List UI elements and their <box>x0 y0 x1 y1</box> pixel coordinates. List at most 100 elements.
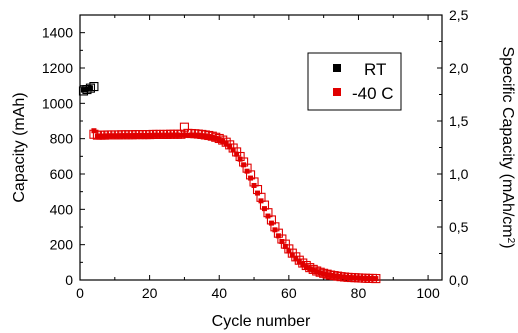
data-point-filled-minus40c <box>185 132 191 138</box>
data-point-filled-minus40c <box>303 264 309 270</box>
data-point-filled-minus40c <box>133 132 139 138</box>
y-axis-left-title: Capacity (mAh) <box>11 92 28 202</box>
legend-marker-rt <box>333 64 341 72</box>
x-tick-label: 100 <box>416 285 440 301</box>
data-point-filled-minus40c <box>366 275 372 281</box>
data-point-filled-minus40c <box>91 128 97 134</box>
y-right-tick-label: 1,0 <box>449 166 469 182</box>
data-point-filled-minus40c <box>255 190 261 196</box>
data-point-filled-minus40c <box>150 132 156 138</box>
data-point-filled-minus40c <box>112 133 118 139</box>
y-axis-right-title-main: Specific Capacity (mAh/cm <box>499 46 516 237</box>
data-point-filled-minus40c <box>154 132 160 138</box>
data-point-filled-minus40c <box>286 248 292 254</box>
data-point-filled-minus40c <box>213 135 219 141</box>
data-point-filled-minus40c <box>300 261 306 267</box>
data-point-filled-minus40c <box>105 133 111 139</box>
data-point-filled-minus40c <box>195 132 201 138</box>
legend-label-rt: RT <box>364 60 386 79</box>
legend-label-minus40c: -40 C <box>352 84 394 103</box>
data-point-filled-minus40c <box>248 175 254 181</box>
legend-marker-minus40c <box>333 88 341 96</box>
data-point-filled-minus40c <box>317 270 323 276</box>
y-axis-right-title: Specific Capacity (mAh/cm2) <box>499 46 517 248</box>
data-point-filled-minus40c <box>338 274 344 280</box>
y-axis-right-title-close: ) <box>499 243 516 248</box>
x-tick-label: 80 <box>351 285 367 301</box>
data-point-filled-minus40c <box>230 147 236 153</box>
y-right-tick-label: 0,0 <box>449 272 469 288</box>
data-point-filled-minus40c <box>202 133 208 139</box>
y-right-tick-label: 2,5 <box>449 7 469 23</box>
y-axis-right-title-superscript: 2 <box>506 238 517 244</box>
y-right-tick-label: 0,5 <box>449 219 469 235</box>
x-tick-label: 40 <box>211 285 227 301</box>
data-point-filled-minus40c <box>342 274 348 280</box>
data-point-filled-minus40c <box>188 132 194 138</box>
data-point-filled-minus40c <box>164 132 170 138</box>
series-minus40c <box>89 122 381 284</box>
data-point-filled-minus40c <box>140 132 146 138</box>
y-left-tick-label: 1200 <box>42 60 73 76</box>
data-point-filled-minus40c <box>115 133 121 139</box>
data-point-filled-minus40c <box>289 252 295 258</box>
data-point-filled-minus40c <box>136 132 142 138</box>
data-point-filled-minus40c <box>293 256 299 262</box>
data-point-filled-minus40c <box>161 132 167 138</box>
data-point-filled-minus40c <box>171 132 177 138</box>
data-point-filled-minus40c <box>314 269 320 275</box>
data-point-filled-minus40c <box>355 275 361 281</box>
data-point-filled-minus40c <box>119 133 125 139</box>
data-point-filled-minus40c <box>244 168 250 174</box>
data-point-filled-minus40c <box>251 182 257 188</box>
y-right-tick-label: 1,5 <box>449 113 469 129</box>
data-point-filled-minus40c <box>241 162 247 168</box>
data-point-filled-minus40c <box>181 132 187 138</box>
y-left-tick-label: 0 <box>65 272 73 288</box>
data-point-filled-minus40c <box>147 132 153 138</box>
data-point-filled-minus40c <box>265 213 271 219</box>
data-point-filled-minus40c <box>174 132 180 138</box>
data-point-filled-minus40c <box>108 133 114 139</box>
data-point-filled-minus40c <box>352 275 358 281</box>
data-point-filled-minus40c <box>331 273 337 279</box>
data-point-filled-minus40c <box>216 137 222 143</box>
data-point-filled-minus40c <box>310 267 316 273</box>
data-point-filled-minus40c <box>369 276 375 282</box>
data-point-filled-minus40c <box>227 143 233 149</box>
tick-labels: 0 20 40 60 80 10002004006008001000120014000,0… <box>42 7 469 301</box>
data-point-filled-minus40c <box>272 227 278 233</box>
data-point-filled-rt <box>87 85 93 91</box>
data-point-filled-minus40c <box>192 132 198 138</box>
data-marks <box>78 82 381 284</box>
data-point-filled-minus40c <box>126 133 132 139</box>
data-point-filled-minus40c <box>98 133 104 139</box>
data-point-filled-minus40c <box>237 156 243 162</box>
data-point-filled-minus40c <box>168 132 173 138</box>
x-tick-label: 0 <box>76 285 84 301</box>
data-point-filled-minus40c <box>94 133 100 139</box>
series-rt <box>78 82 99 96</box>
data-point-filled-rt <box>84 86 90 92</box>
data-point-filled-minus40c <box>122 133 128 139</box>
data-point-filled-minus40c <box>321 271 327 277</box>
y-left-tick-label: 400 <box>50 201 74 217</box>
data-point-filled-minus40c <box>328 272 334 278</box>
data-point-filled-minus40c <box>279 238 285 244</box>
y-left-tick-label: 1000 <box>42 95 73 111</box>
data-point-filled-minus40c <box>349 275 354 281</box>
data-point-filled-minus40c <box>101 133 107 139</box>
y-left-tick-label: 1400 <box>42 25 73 41</box>
data-point-filled-minus40c <box>296 259 302 265</box>
data-point-filled-minus40c <box>178 132 184 138</box>
data-point-filled-minus40c <box>268 220 274 226</box>
y-right-tick-label: 2,0 <box>449 60 469 76</box>
data-point-filled-minus40c <box>282 243 288 249</box>
data-point-filled-minus40c <box>199 133 205 139</box>
data-point-filled-minus40c <box>373 276 379 282</box>
data-point-filled-minus40c <box>261 206 267 212</box>
x-axis-title: Cycle number <box>212 313 311 330</box>
data-point-filled-minus40c <box>206 134 212 140</box>
y-left-tick-label: 600 <box>50 166 74 182</box>
